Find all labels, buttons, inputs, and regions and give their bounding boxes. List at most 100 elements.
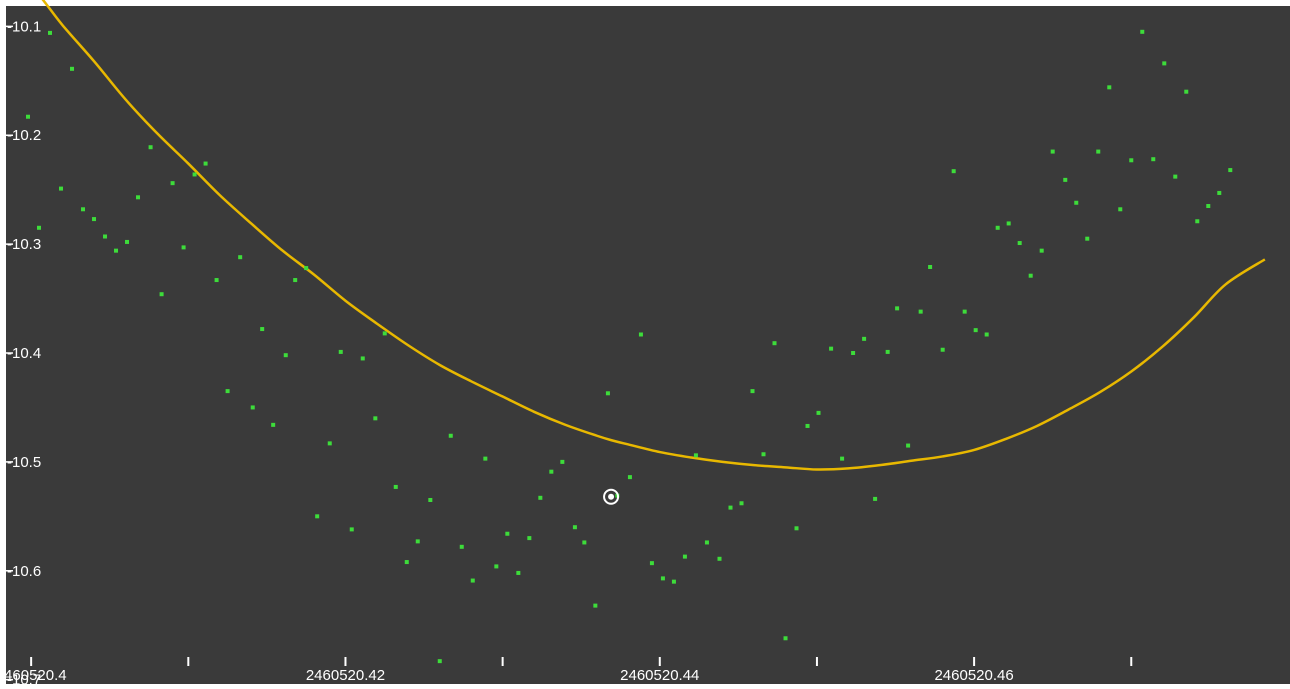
data-point [170,181,175,186]
data-point [516,570,521,575]
x-tick-label: 2460520.42 [306,667,385,684]
data-point [962,309,967,314]
data-point [951,169,956,174]
data-point [349,527,354,532]
data-point [136,195,141,200]
data-point [192,172,197,177]
data-point [682,554,687,559]
data-point [1140,29,1145,34]
data-point [772,341,777,346]
data-point [1085,236,1090,241]
data-point [1195,219,1200,224]
data-point [761,452,766,457]
data-point [918,309,923,314]
data-point [70,66,75,71]
data-point [114,248,119,253]
x-axis: 2460520.4 2460520.42 2460520.44 2460520.46 [0,657,1133,684]
x-tick-label: 2460520.4 [0,667,67,684]
data-point [1039,248,1044,253]
data-point [327,441,332,446]
x-tick-label: 2460520.46 [934,667,1013,684]
data-point [940,347,945,352]
data-point [572,525,577,530]
minimum-marker-layer [603,488,620,505]
data-point [717,556,722,561]
data-point [840,456,845,461]
data-point [739,501,744,506]
data-point [448,433,453,438]
data-point [582,540,587,545]
data-point [505,531,510,536]
data-point [1184,89,1189,94]
data-point [360,356,365,361]
data-point [1206,204,1211,209]
data-point [805,423,810,428]
data-point [1151,157,1156,162]
data-point [1028,273,1033,278]
data-point [1017,241,1022,246]
data-point [1217,190,1222,195]
data-point [605,391,610,396]
data-point [470,578,475,583]
data-point [1006,221,1011,226]
y-tick-label: -10.4 [7,345,41,362]
data-point [928,264,933,269]
data-point [92,217,97,222]
data-point [1074,200,1079,205]
data-point [250,405,255,410]
data-point [494,564,499,569]
data-point [271,422,276,427]
data-point [1063,177,1068,182]
data-point [81,207,86,212]
data-point [459,544,464,549]
data-point [26,114,30,119]
data-point [159,292,164,297]
data-point [1129,158,1134,163]
data-point [783,636,788,641]
data-point [873,496,878,501]
data-point [906,443,911,448]
plot-background [6,6,1290,684]
data-point [125,239,130,244]
x-tick-label: 2460520.44 [620,667,699,684]
data-point [181,245,186,250]
data-point [660,576,665,581]
data-point [393,484,398,489]
fit-curve-layer [41,0,1266,471]
data-point [693,453,698,458]
data-point [260,327,265,332]
data-point [437,659,442,664]
y-tick-label: -10.5 [7,454,41,471]
y-tick-label: -10.2 [7,127,41,144]
data-point [704,540,709,545]
data-point [816,410,821,415]
data-point [1162,61,1167,66]
data-point [638,332,643,337]
y-tick-label: -10.1 [7,18,41,35]
data-point [1228,168,1233,173]
data-point [382,331,387,336]
data-point [851,351,856,355]
data-point [973,328,978,333]
data-point [37,225,41,230]
y-axis: -10.1-10.2-10.3-10.4-10.5-10.6-10.7 [6,18,41,689]
data-point [895,306,900,311]
points-layer [26,29,1233,664]
data-point [373,416,378,421]
y-tick-label: -10.3 [7,236,41,253]
data-point [1050,149,1055,154]
data-point [203,161,208,166]
data-point [862,336,867,341]
data-point [304,266,309,271]
data-point [483,456,488,461]
data-point [148,145,153,150]
y-tick-label: -10.6 [7,563,41,580]
data-point [225,389,230,394]
data-point [885,349,890,354]
data-point [214,278,219,283]
data-point [560,459,565,464]
data-point [283,353,288,358]
data-point [527,536,532,541]
